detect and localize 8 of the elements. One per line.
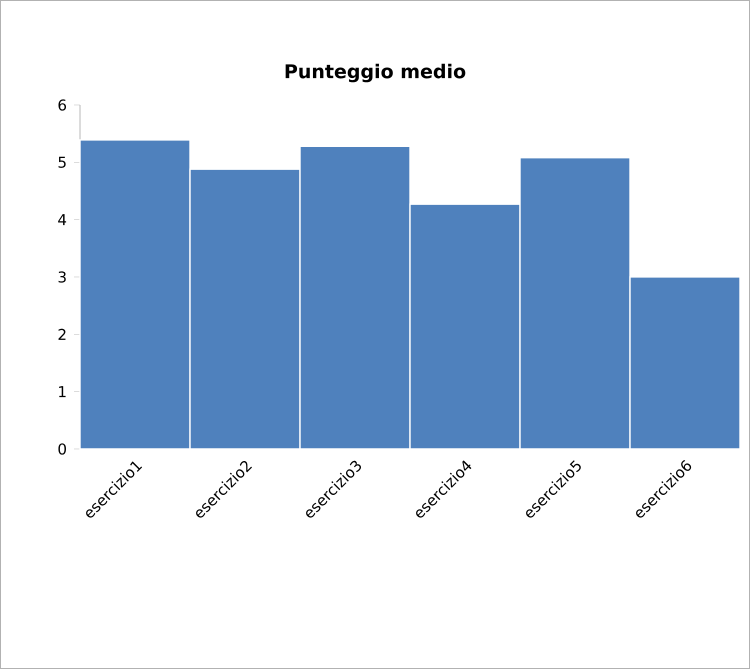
y-tick-label: 5	[58, 156, 66, 168]
y-tick-label: 1	[59, 386, 66, 398]
y-tick-label: 4	[58, 214, 66, 226]
y-tick-label: 0	[58, 443, 66, 455]
y-tick-label: 2	[58, 328, 66, 340]
chart-title: Punteggio medio	[286, 64, 466, 82]
y-tick-label: 6	[58, 99, 66, 111]
y-tick-label: 3	[58, 271, 66, 283]
